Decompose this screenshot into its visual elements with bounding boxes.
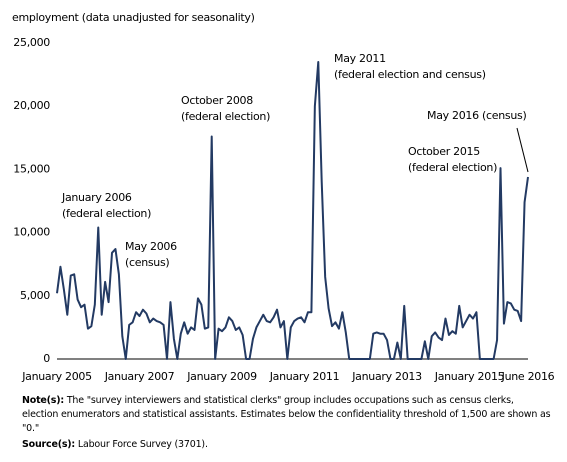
y-tick-label: 5,000: [20, 289, 50, 302]
annotation: (federal election): [408, 161, 497, 174]
note: Note(s): The "survey interviewers and st…: [22, 394, 552, 436]
y-tick-label: 20,000: [13, 99, 50, 112]
source-label: Source(s):: [22, 439, 76, 450]
annotation: May 2011: [334, 52, 386, 65]
y-tick-label: 25,000: [13, 36, 50, 49]
x-tick-label: June 2016: [501, 370, 555, 383]
annotation: October 2008: [181, 94, 253, 107]
notes: Note(s): The "survey interviewers and st…: [22, 394, 552, 452]
y-tick-label: 15,000: [13, 162, 50, 175]
annotation: October 2015: [408, 145, 480, 158]
note-text: The "survey interviewers and statistical…: [22, 395, 551, 434]
chart: employment (data unadjusted for seasonal…: [12, 11, 555, 383]
annotation: (federal election): [181, 110, 270, 123]
annotation: (census): [125, 256, 169, 269]
annotation: May 2006: [125, 240, 177, 253]
x-tick-label: January 2005: [21, 370, 92, 383]
note-label: Note(s):: [22, 395, 64, 406]
annotation: (federal election): [62, 207, 151, 220]
y-axis-title: employment (data unadjusted for seasonal…: [12, 11, 255, 24]
leader-line: [516, 127, 529, 173]
x-tick-label: January 2007: [104, 370, 175, 383]
annotation: (federal election and census): [334, 68, 486, 81]
source-text: Labour Force Survey (3701).: [77, 439, 208, 450]
x-tick-label: January 2009: [186, 370, 257, 383]
annotation: May 2016 (census): [427, 109, 526, 122]
x-tick-label: January 2015: [434, 370, 505, 383]
y-tick-label: 0: [43, 352, 50, 365]
y-tick-label: 10,000: [13, 226, 50, 239]
x-tick-label: January 2011: [269, 370, 340, 383]
source: Source(s): Labour Force Survey (3701).: [22, 438, 552, 452]
line: [56, 60, 529, 360]
x-tick-label: January 2013: [351, 370, 422, 383]
annotation: January 2006: [61, 191, 132, 204]
